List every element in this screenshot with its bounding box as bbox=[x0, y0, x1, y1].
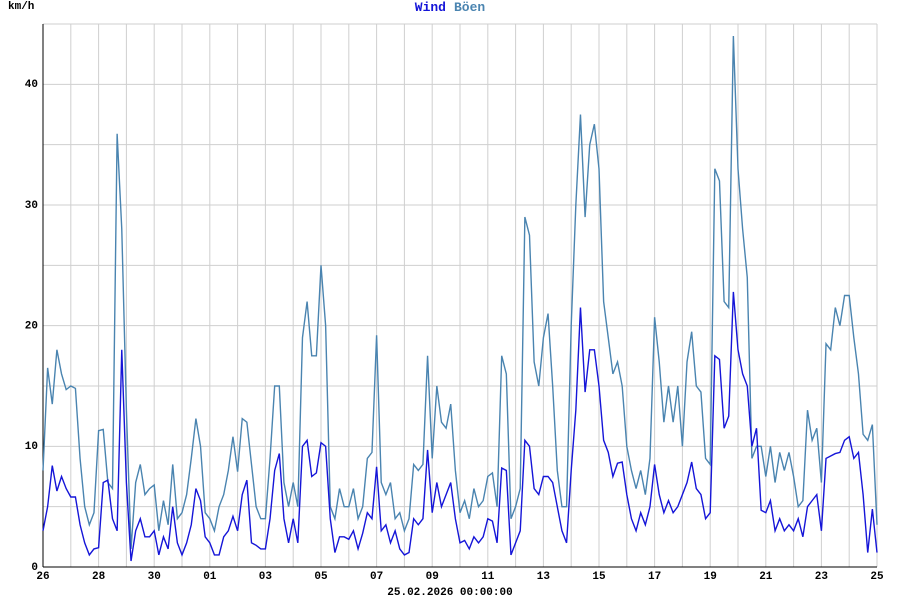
x-tick-label: 09 bbox=[426, 571, 439, 583]
x-tick-label: 11 bbox=[481, 571, 495, 583]
y-tick-label: 10 bbox=[25, 441, 38, 453]
y-tick-label: 20 bbox=[25, 321, 38, 333]
y-tick-label: 0 bbox=[31, 562, 38, 574]
x-tick-label: 17 bbox=[648, 571, 661, 583]
x-tick-label: 30 bbox=[148, 571, 161, 583]
x-tick-label: 23 bbox=[815, 571, 829, 583]
x-tick-label: 25 bbox=[870, 571, 884, 583]
x-tick-label: 26 bbox=[36, 571, 49, 583]
x-tick-label: 01 bbox=[203, 571, 217, 583]
legend-entry: Böen bbox=[454, 0, 485, 15]
x-tick-label: 03 bbox=[259, 571, 273, 583]
series-line bbox=[42, 291, 878, 562]
legend-entry: Wind bbox=[415, 0, 446, 15]
x-tick-label: 07 bbox=[370, 571, 383, 583]
x-axis-label: 25.02.2026 00:00:00 bbox=[387, 587, 512, 599]
x-tick-label: 19 bbox=[704, 571, 717, 583]
y-tick-label: 30 bbox=[25, 200, 38, 212]
series-line bbox=[42, 36, 878, 549]
y-unit: km/h bbox=[8, 1, 34, 13]
x-tick-label: 13 bbox=[537, 571, 551, 583]
legend: Wind Böen bbox=[415, 0, 486, 15]
x-tick-label: 28 bbox=[92, 571, 106, 583]
x-tick-label: 05 bbox=[314, 571, 328, 583]
x-tick-label: 15 bbox=[592, 571, 606, 583]
x-tick-label: 21 bbox=[759, 571, 773, 583]
y-tick-label: 40 bbox=[25, 79, 38, 91]
